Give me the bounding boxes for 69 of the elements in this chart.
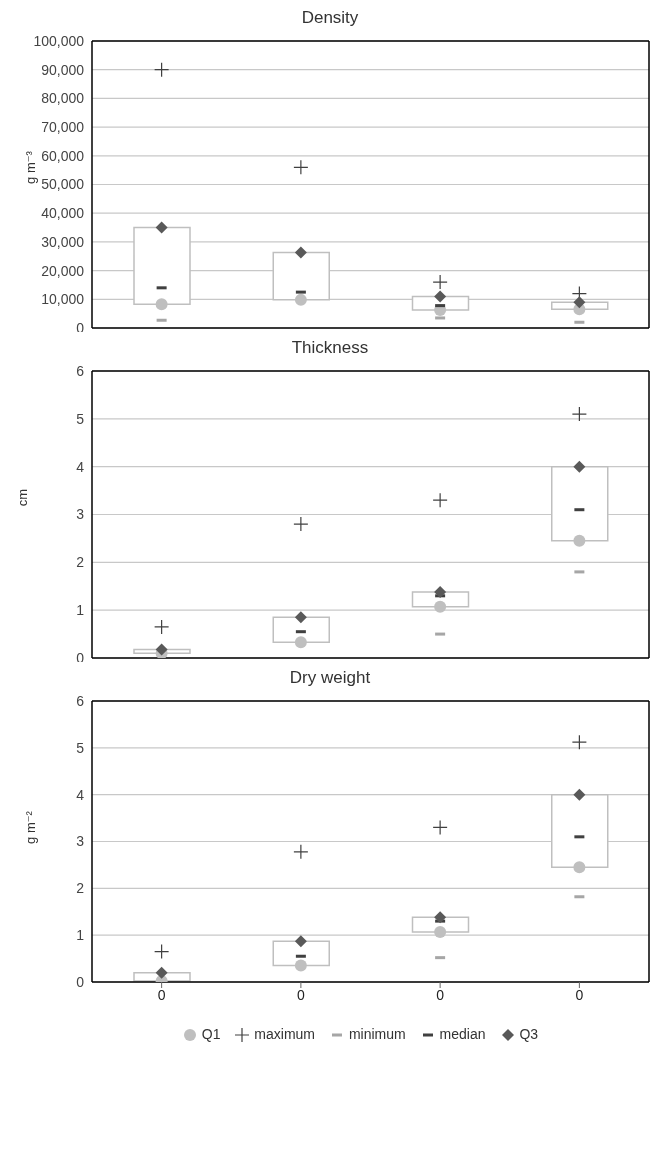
x-tick-label: 0	[157, 986, 166, 1003]
point	[294, 959, 307, 972]
point	[294, 611, 307, 624]
point	[573, 534, 586, 547]
point	[434, 585, 447, 598]
point	[573, 861, 586, 874]
point	[155, 221, 168, 234]
point	[434, 600, 447, 613]
legend-label: minimum	[348, 1026, 406, 1042]
point	[155, 643, 168, 656]
legend-label: maximum	[254, 1026, 316, 1042]
chart-title: Density	[301, 8, 359, 27]
y-tick-label: 2	[76, 880, 85, 897]
point	[573, 296, 586, 309]
point	[155, 966, 168, 979]
y-tick-label: 5	[76, 410, 85, 427]
chart-title: Thickness	[291, 338, 369, 357]
point	[294, 246, 307, 259]
point	[432, 274, 448, 290]
point	[571, 734, 587, 750]
y-tick-label: 70,000	[41, 119, 85, 136]
point	[155, 298, 168, 311]
x-tick-label: 0	[575, 986, 584, 1003]
y-tick-label: 2	[76, 554, 85, 571]
y-tick-label: 60,000	[41, 147, 85, 164]
legend-label: median	[439, 1026, 486, 1042]
y-tick-label: 20,000	[41, 262, 85, 279]
point	[434, 911, 447, 924]
y-tick-label: 5	[76, 739, 85, 756]
x-tick-label: 0	[436, 986, 445, 1003]
y-axis-title: cm	[15, 488, 31, 506]
point	[154, 943, 170, 960]
y-tick-label: 4	[76, 786, 85, 803]
chart-title: Dry weight	[289, 668, 371, 687]
y-tick-label: 6	[76, 692, 85, 709]
point	[293, 516, 309, 532]
y-tick-label: 1	[76, 602, 85, 619]
y-tick-label: 3	[76, 506, 85, 523]
point	[293, 844, 309, 860]
point	[571, 406, 587, 422]
point	[434, 290, 447, 303]
point	[154, 619, 170, 635]
x-tick-label: 0	[296, 986, 305, 1003]
point	[432, 819, 448, 836]
y-axis-title: g m⁻³	[22, 150, 38, 184]
y-tick-label: 1	[76, 927, 85, 944]
y-tick-label: 90,000	[41, 61, 85, 78]
y-axis-title: g m⁻²	[22, 810, 38, 844]
point	[294, 636, 307, 649]
y-tick-label: 40,000	[41, 205, 85, 222]
y-tick-label: 0	[76, 973, 85, 990]
y-tick-label: 50,000	[41, 176, 85, 193]
y-tick-label: 100,000	[33, 32, 85, 49]
y-tick-label: 30,000	[41, 233, 85, 250]
legend-label: Q3	[519, 1026, 539, 1042]
point	[434, 925, 447, 938]
point	[154, 62, 170, 78]
point	[293, 159, 309, 175]
point	[294, 293, 307, 306]
point	[573, 460, 586, 473]
y-tick-label: 80,000	[41, 90, 85, 107]
y-tick-label: 4	[76, 458, 85, 475]
point	[294, 935, 307, 948]
y-tick-label: 10,000	[41, 291, 85, 308]
y-tick-label: 6	[76, 362, 85, 379]
legend-label: Q1	[201, 1026, 221, 1042]
point	[432, 492, 448, 508]
y-tick-label: 3	[76, 833, 85, 850]
point	[573, 788, 586, 801]
